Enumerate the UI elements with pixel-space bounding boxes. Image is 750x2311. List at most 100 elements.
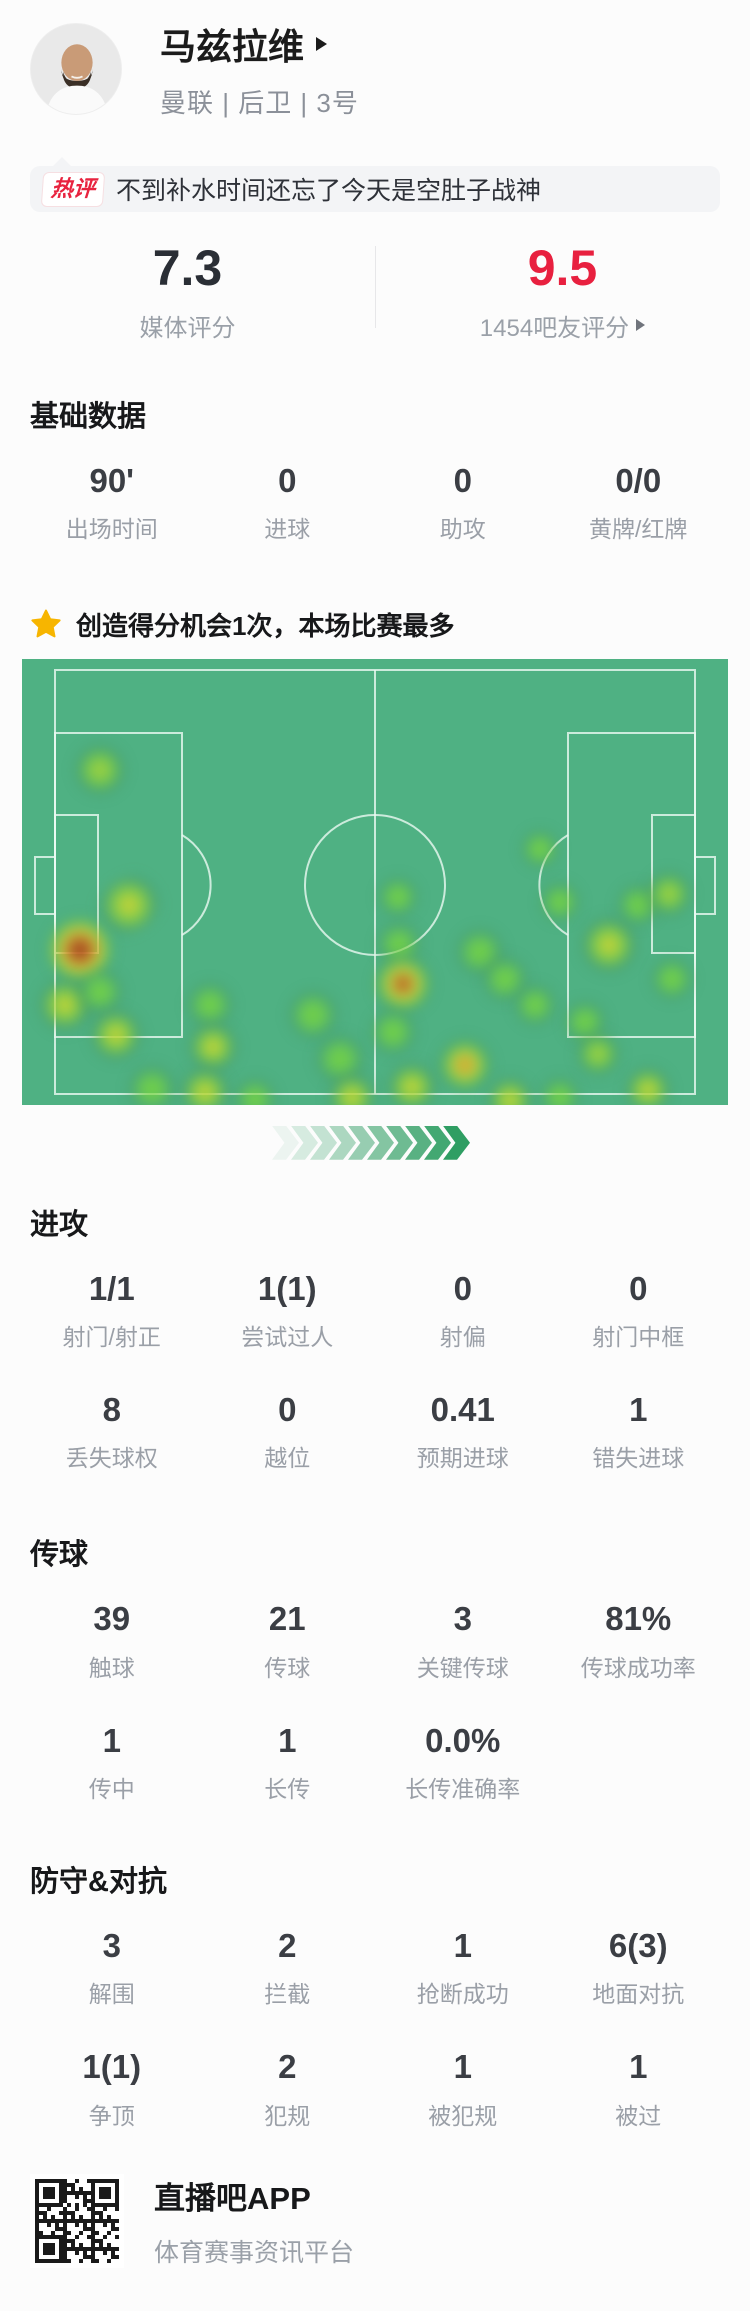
stat-cell: 1 抢断成功 xyxy=(375,1926,551,2009)
app-name: 直播吧APP xyxy=(154,2180,311,2216)
player-name-link[interactable]: 马兹拉维 xyxy=(160,18,359,70)
stat-label: 传球 xyxy=(264,1654,311,1681)
stat-label: 地面对抗 xyxy=(592,1981,685,2008)
qr-code xyxy=(30,2173,124,2268)
stat-cell: 1 长传 xyxy=(200,1722,376,1804)
stat-cell: 0 射门中框 xyxy=(551,1270,727,1352)
heat-blob xyxy=(574,1029,623,1078)
stat-label: 助攻 xyxy=(439,515,486,542)
stat-cell: 1 被过 xyxy=(551,2048,727,2130)
footer-text: 直播吧APP 体育赛事资讯平台 xyxy=(154,2173,354,2269)
heat-blob xyxy=(537,879,582,924)
stat-cell: 6(3) 地面对抗 xyxy=(551,1926,727,2009)
stat-value: 81% xyxy=(605,1600,672,1638)
stat-cell: 1(1) 争顶 xyxy=(24,2048,200,2130)
stat-cell: 1 传中 xyxy=(24,1721,200,1804)
stat-label: 被过 xyxy=(615,2102,662,2129)
ratings-row: 7.3 媒体评分 9.5 1454吧友评分 xyxy=(0,236,750,343)
stat-value: 1 xyxy=(453,1926,472,1964)
heat-blob xyxy=(623,1064,674,1105)
heat-blob xyxy=(384,1059,439,1105)
stat-label: 进球 xyxy=(264,515,311,542)
heat-blob xyxy=(367,1006,418,1057)
heat-blob xyxy=(376,874,421,919)
stat-label: 出场时间 xyxy=(65,515,158,542)
direction-chevrons xyxy=(0,1125,750,1161)
hot-comment-bubble: 热评 不到补水时间还忘了今天是空肚子战神 xyxy=(30,157,720,212)
stat-label: 传球成功率 xyxy=(580,1654,696,1681)
stat-value: 3 xyxy=(102,1926,121,1964)
stat-value: 1 xyxy=(102,1721,121,1759)
hot-comment-text: 不到补水时间还忘了今天是空肚子战神 xyxy=(116,177,542,205)
stat-label: 长传准确率 xyxy=(405,1775,521,1802)
fans-rating-value: 9.5 xyxy=(527,240,598,296)
stat-value: 21 xyxy=(268,1600,306,1638)
stat-value: 0 xyxy=(278,1391,297,1429)
heat-blob xyxy=(125,1062,178,1105)
media-rating: 7.3 媒体评分 xyxy=(0,236,375,343)
stat-value: 3 xyxy=(453,1600,472,1638)
fans-rating-label[interactable]: 1454吧友评分 xyxy=(480,308,646,343)
fans-rating[interactable]: 9.5 1454吧友评分 xyxy=(375,236,750,343)
heat-blob xyxy=(373,953,434,1014)
stat-value: 0.41 xyxy=(430,1391,495,1429)
stat-value: 1(1) xyxy=(82,2048,142,2086)
stat-label: 长传 xyxy=(264,1775,311,1802)
chevron-right-icon xyxy=(316,37,328,51)
stat-value: 90' xyxy=(89,461,135,499)
basic-stats-grid: 90' 出场时间 0 进球 0 助攻 0/0 黄牌/红牌 xyxy=(24,461,726,544)
stat-cell: 1 被犯规 xyxy=(375,2048,551,2130)
stat-cell: 81% 传球成功率 xyxy=(551,1601,727,1682)
media-rating-label-text: 媒体评分 xyxy=(139,314,236,342)
stat-value: 6(3) xyxy=(608,1926,668,1964)
attack-stats-grid: 1/1 射门/射正 1(1) 尝试过人 0 射偏 0 射门中框 8 丢失球权 0 越位 0.41 预期进球… xyxy=(24,1269,727,1474)
stat-value: 2 xyxy=(278,1926,297,1964)
stat-label: 射门/射正 xyxy=(62,1324,161,1351)
stat-cell: 3 关键传球 xyxy=(375,1601,551,1682)
stat-cell: 0.0% 长传准确率 xyxy=(375,1722,551,1804)
heat-blob xyxy=(87,1006,144,1063)
stat-value: 0 xyxy=(453,461,472,499)
stat-value: 1 xyxy=(629,1391,648,1429)
stat-cell xyxy=(551,1723,727,1804)
stat-cell: 0 进球 xyxy=(200,461,376,544)
stat-cell: 21 传球 xyxy=(200,1601,376,1682)
heat-blob xyxy=(325,1070,378,1105)
stat-label: 黄牌/红牌 xyxy=(589,515,688,542)
stat-cell: 39 触球 xyxy=(24,1601,200,1682)
stat-label: 被犯规 xyxy=(428,2102,498,2129)
stat-value: 0 xyxy=(453,1269,472,1307)
defense-stats-grid: 3 解围 2 拦截 1 抢断成功 6(3) 地面对抗 1(1) 争顶 2 犯规 1 被犯规 1 被过 xyxy=(24,1926,727,2131)
stat-label: 解围 xyxy=(88,1981,135,2008)
stat-value: 39 xyxy=(93,1600,131,1638)
hot-comment-badge: 热评 xyxy=(41,172,105,206)
highlight-row: 创造得分机会1次，本场比赛最多 xyxy=(30,606,720,643)
stat-label: 抢断成功 xyxy=(416,1981,509,2008)
stat-value: 1 xyxy=(629,2048,648,2086)
stat-cell: 0 越位 xyxy=(200,1391,376,1473)
stat-cell: 2 拦截 xyxy=(200,1926,376,2009)
star-icon xyxy=(31,609,61,638)
stat-cell: 0 助攻 xyxy=(375,461,551,544)
stat-value: 1(1) xyxy=(257,1269,317,1307)
player-meta: 曼联 | 后卫 | 3号 xyxy=(160,88,359,118)
stat-cell: 1/1 射门/射正 xyxy=(24,1269,200,1352)
section-title-passing: 传球 xyxy=(30,1539,89,1572)
stat-cell: 90' 出场时间 xyxy=(24,461,200,544)
stat-label: 传中 xyxy=(88,1775,135,1802)
stat-cell: 0 射偏 xyxy=(375,1269,551,1352)
highlight-text: 创造得分机会1次，本场比赛最多 xyxy=(76,610,455,641)
stat-value: 0 xyxy=(278,461,297,499)
stat-label: 射偏 xyxy=(439,1324,486,1351)
stat-label: 犯规 xyxy=(264,2102,311,2129)
stat-value: 2 xyxy=(278,2048,297,2086)
heat-blob xyxy=(435,1035,494,1094)
media-rating-value: 7.3 xyxy=(152,240,223,296)
stat-label: 尝试过人 xyxy=(241,1324,334,1351)
stat-value: 0/0 xyxy=(615,461,662,499)
chevron-right-icon xyxy=(636,319,646,331)
heat-blob xyxy=(643,868,694,919)
player-header: 马兹拉维 曼联 | 后卫 | 3号 xyxy=(0,0,750,120)
heat-blob xyxy=(186,1019,241,1074)
stat-value: 1/1 xyxy=(88,1269,135,1307)
